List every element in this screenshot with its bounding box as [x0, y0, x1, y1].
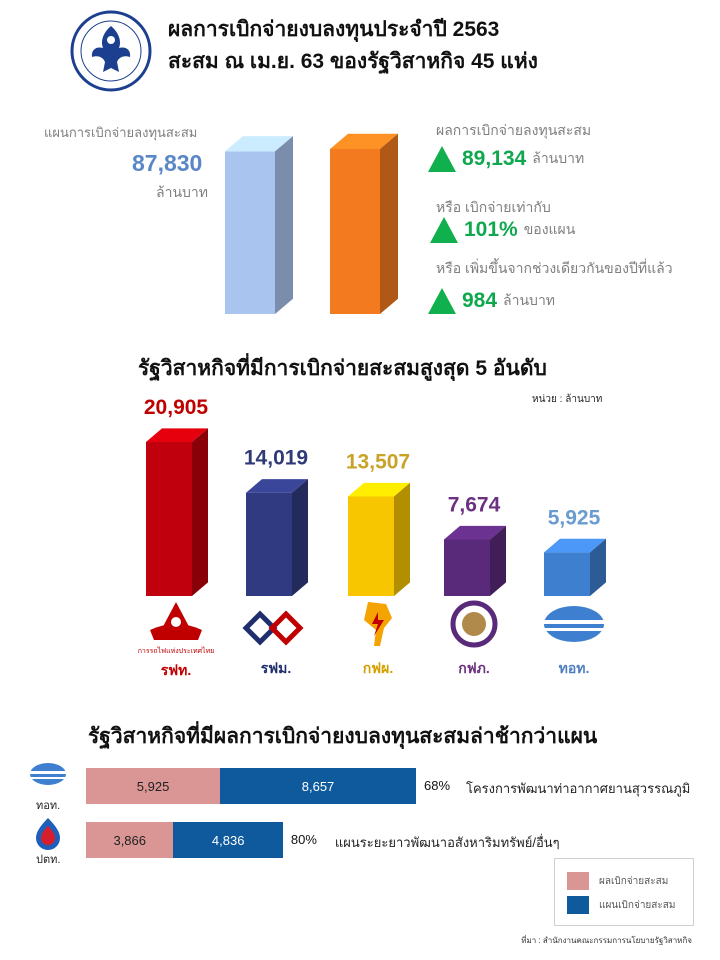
plan-value: 87,830	[132, 150, 203, 176]
increase-value: 984	[462, 289, 498, 312]
aot-logo-icon	[28, 763, 68, 785]
top5-value-label: 14,019	[244, 447, 308, 470]
top5-value-label: 13,507	[346, 450, 410, 473]
delayed-company-name: ปตท.	[36, 854, 61, 866]
delayed-project-name: แผนระยะยาวพัฒนาอสังหาริมทรัพย์/อื่นๆ	[334, 835, 560, 850]
egat-logo-icon	[364, 602, 392, 646]
up-arrow-icon	[428, 146, 456, 172]
percent-value: 101%	[464, 218, 518, 241]
summary-bar-chart	[225, 133, 398, 314]
top5-company-name: รฟม.	[260, 660, 292, 676]
top5-value-label: 7,674	[448, 493, 501, 516]
ptt-logo-icon	[36, 818, 60, 850]
delayed-stacked-bar: 3,866 4,836	[86, 822, 283, 858]
legend: ผลเบิกจ่ายสะสม แผนเบิกจ่ายสะสม	[554, 858, 694, 926]
actual-segment: 5,925	[86, 768, 221, 804]
actual-unit: ล้านบาท	[532, 150, 585, 166]
title-line-1: ผลการเบิกจ่ายงบลงทุนประจำปี 2563	[168, 18, 500, 41]
delayed-percent: 68%	[424, 778, 451, 793]
legend-label-actual: ผลเบิกจ่ายสะสม	[599, 875, 669, 887]
top5-bar-4	[544, 538, 606, 596]
source-note: ที่มา : สำนักงานคณะกรรมการนโยบายรัฐวิสาห…	[521, 936, 692, 945]
increase-unit: ล้านบาท	[503, 292, 556, 308]
percent-label: หรือ เบิกจ่ายเท่ากับ	[436, 199, 551, 215]
mrta-logo-icon	[242, 610, 304, 646]
top5-value-label: 5,925	[548, 506, 601, 529]
title-line-2: สะสม ณ เม.ย. 63 ของรัฐวิสาหกิจ 45 แห่ง	[168, 50, 538, 73]
page-title: ผลการเบิกจ่ายงบลงทุนประจำปี 2563 สะสม ณ …	[168, 14, 538, 78]
up-arrow-icon	[430, 217, 458, 243]
srt-logo-caption: การรถไฟแห่งประเทศไทย	[138, 646, 215, 655]
legend-swatch-actual	[567, 872, 589, 890]
legend-swatch-plan	[567, 896, 589, 914]
legend-label-plan: แผนเบิกจ่ายสะสม	[599, 899, 676, 911]
top5-bar-0	[146, 428, 208, 596]
delayed-project-name: โครงการพัฒนาท่าอากาศยานสุวรรณภูมิ	[466, 781, 691, 796]
top5-company-name: กฟภ.	[458, 660, 490, 676]
srt-railway-logo-icon	[150, 602, 202, 640]
plan-unit: ล้านบาท	[156, 184, 208, 200]
top5-bar-3	[444, 525, 506, 596]
plan-label: แผนการเบิกจ่ายลงทุนสะสม	[44, 125, 198, 140]
top5-bar-chart: 20,905 การรถไฟแห่งประเทศไทย 14,019 13,507 7,…	[138, 396, 608, 655]
percent-unit: ของแผน	[523, 221, 576, 237]
top5-company-name: ทอท.	[558, 660, 590, 676]
increase-label: หรือ เพิ่มขึ้นจากช่วงเดียวกันของปีที่แล้…	[436, 260, 673, 276]
up-arrow-icon	[428, 288, 456, 314]
garuda-seal-icon	[70, 10, 152, 92]
plan-segment: 8,657	[220, 768, 416, 804]
unit-note: หน่วย : ล้านบาท	[532, 394, 603, 405]
delayed-stacked-bar: 5,925 8,657	[86, 768, 416, 804]
actual-value: 89,134	[462, 147, 527, 170]
actual-label: ผลการเบิกจ่ายลงทุนสะสม	[436, 122, 592, 138]
delayed-percent: 80%	[290, 832, 317, 847]
delayed-heading: รัฐวิสาหกิจที่มีผลการเบิกจ่ายงบลงทุนสะสม…	[88, 725, 598, 748]
top5-value-label: 20,905	[144, 396, 209, 419]
percent-row: 101% ของแผน	[430, 217, 575, 243]
legend-item-actual: ผลเบิกจ่ายสะสม	[567, 872, 668, 890]
aot-logo-icon	[540, 606, 608, 642]
summary-bar-actual	[330, 133, 398, 314]
increase-row: 984 ล้านบาท	[428, 288, 555, 314]
top5-bar-2	[348, 482, 410, 596]
pea-logo-icon	[450, 600, 498, 648]
actual-segment: 3,866	[86, 822, 174, 858]
top5-company-name: รฟท.	[160, 662, 192, 678]
top5-heading: รัฐวิสาหกิจที่มีการเบิกจ่ายสะสมสูงสุด 5 …	[138, 357, 547, 380]
top5-company-name: กฟผ.	[362, 660, 394, 676]
plan-segment: 4,836	[173, 822, 283, 858]
summary-bar-plan	[225, 136, 293, 314]
delayed-company-name: ทอท.	[36, 800, 61, 812]
top5-bar-1	[246, 479, 308, 596]
legend-item-plan: แผนเบิกจ่ายสะสม	[567, 896, 675, 914]
actual-row: 89,134 ล้านบาท	[428, 146, 584, 172]
